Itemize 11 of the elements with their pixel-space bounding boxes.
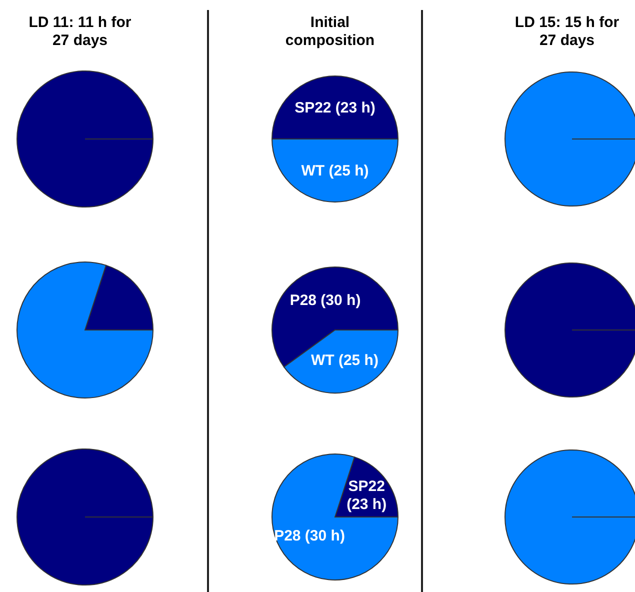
chart-title: LD 11: 11 h for 27 days [28, 14, 132, 51]
chart-title: LD 15: 15 h for 27 days [514, 14, 620, 51]
slice-label: WT (25 h) [301, 162, 369, 180]
pie-slice [272, 454, 398, 580]
pie-slice [16, 262, 154, 398]
slice-label: SP22 (23 h) [346, 478, 387, 514]
slice-label: P28 (30 h) [290, 292, 361, 310]
slice-label: SP22 (23 h) [294, 100, 376, 116]
chart-title: Initial composition [284, 14, 376, 51]
slice-label: P28 (30 h) [274, 528, 345, 545]
slice-label: WT (25 h) [310, 352, 378, 369]
